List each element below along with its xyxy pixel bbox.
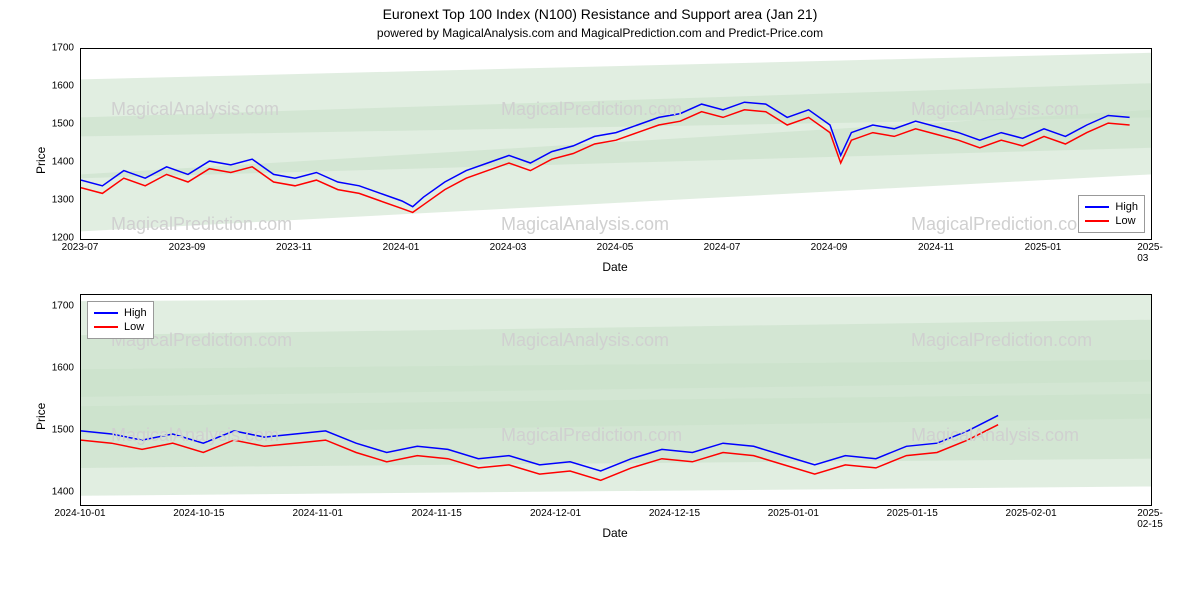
y-tick-label: 1300 <box>34 195 80 206</box>
x-tick-label: 2025-02-15 <box>1137 508 1163 530</box>
x-tick-label: 2024-12-01 <box>530 508 581 519</box>
legend-swatch <box>94 326 118 328</box>
legend-item-high: High <box>94 306 147 320</box>
legend-swatch <box>94 312 118 314</box>
y-tick-label: 1500 <box>34 424 80 435</box>
y-tick-label: 1600 <box>34 363 80 374</box>
x-tick-label: 2024-11-01 <box>293 508 343 519</box>
chart-2: Price MagicalPrediction.com MagicalAnaly… <box>20 290 1180 560</box>
x-tick-label: 2025-01 <box>1025 242 1062 253</box>
legend-label: High <box>1115 200 1138 214</box>
y-tick-label: 1700 <box>34 43 80 54</box>
legend-item-low: Low <box>1085 214 1138 228</box>
x-tick-label: 2024-01 <box>383 242 420 253</box>
chart-2-legend: High Low <box>87 301 154 339</box>
x-tick-label: 2025-01-15 <box>887 508 938 519</box>
legend-label: High <box>124 306 147 320</box>
y-tick-label: 1500 <box>34 119 80 130</box>
chart-1-svg <box>81 49 1151 239</box>
x-tick-label: 2024-10-01 <box>54 508 105 519</box>
legend-swatch <box>1085 220 1109 222</box>
chart-1-plot-area: MagicalAnalysis.com MagicalPrediction.co… <box>80 48 1152 240</box>
x-tick-label: 2025-01-01 <box>768 508 819 519</box>
chart-2-xlabel: Date <box>602 526 627 540</box>
chart-1-legend: High Low <box>1078 195 1145 233</box>
x-tick-label: 2024-11 <box>918 242 954 253</box>
page-root: Euronext Top 100 Index (N100) Resistance… <box>0 0 1200 600</box>
chart-1-xlabel: Date <box>602 260 627 274</box>
chart-2-svg <box>81 295 1151 505</box>
x-tick-label: 2024-11-15 <box>411 508 461 519</box>
x-tick-label: 2025-03 <box>1137 242 1163 264</box>
y-tick-label: 1600 <box>34 81 80 92</box>
legend-label: Low <box>1115 214 1135 228</box>
x-tick-label: 2024-07 <box>704 242 741 253</box>
x-tick-label: 2024-03 <box>490 242 527 253</box>
chart-1: Price MagicalAnalysis.com MagicalPredict… <box>20 44 1180 284</box>
y-tick-label: 1700 <box>34 301 80 312</box>
x-tick-label: 2023-09 <box>169 242 206 253</box>
y-tick-label: 1400 <box>34 157 80 168</box>
x-tick-label: 2023-07 <box>62 242 99 253</box>
x-tick-label: 2025-02-01 <box>1006 508 1057 519</box>
x-tick-label: 2023-11 <box>276 242 312 253</box>
x-tick-label: 2024-09 <box>811 242 848 253</box>
y-tick-label: 1400 <box>34 486 80 497</box>
chart-2-plot-area: MagicalPrediction.com MagicalAnalysis.co… <box>80 294 1152 506</box>
legend-item-low: Low <box>94 320 147 334</box>
legend-swatch <box>1085 206 1109 208</box>
x-tick-label: 2024-05 <box>597 242 634 253</box>
x-tick-label: 2024-10-15 <box>173 508 224 519</box>
legend-label: Low <box>124 320 144 334</box>
chart-subtitle: powered by MagicalAnalysis.com and Magic… <box>377 26 823 40</box>
legend-item-high: High <box>1085 200 1138 214</box>
chart-title: Euronext Top 100 Index (N100) Resistance… <box>383 6 818 22</box>
x-tick-label: 2024-12-15 <box>649 508 700 519</box>
